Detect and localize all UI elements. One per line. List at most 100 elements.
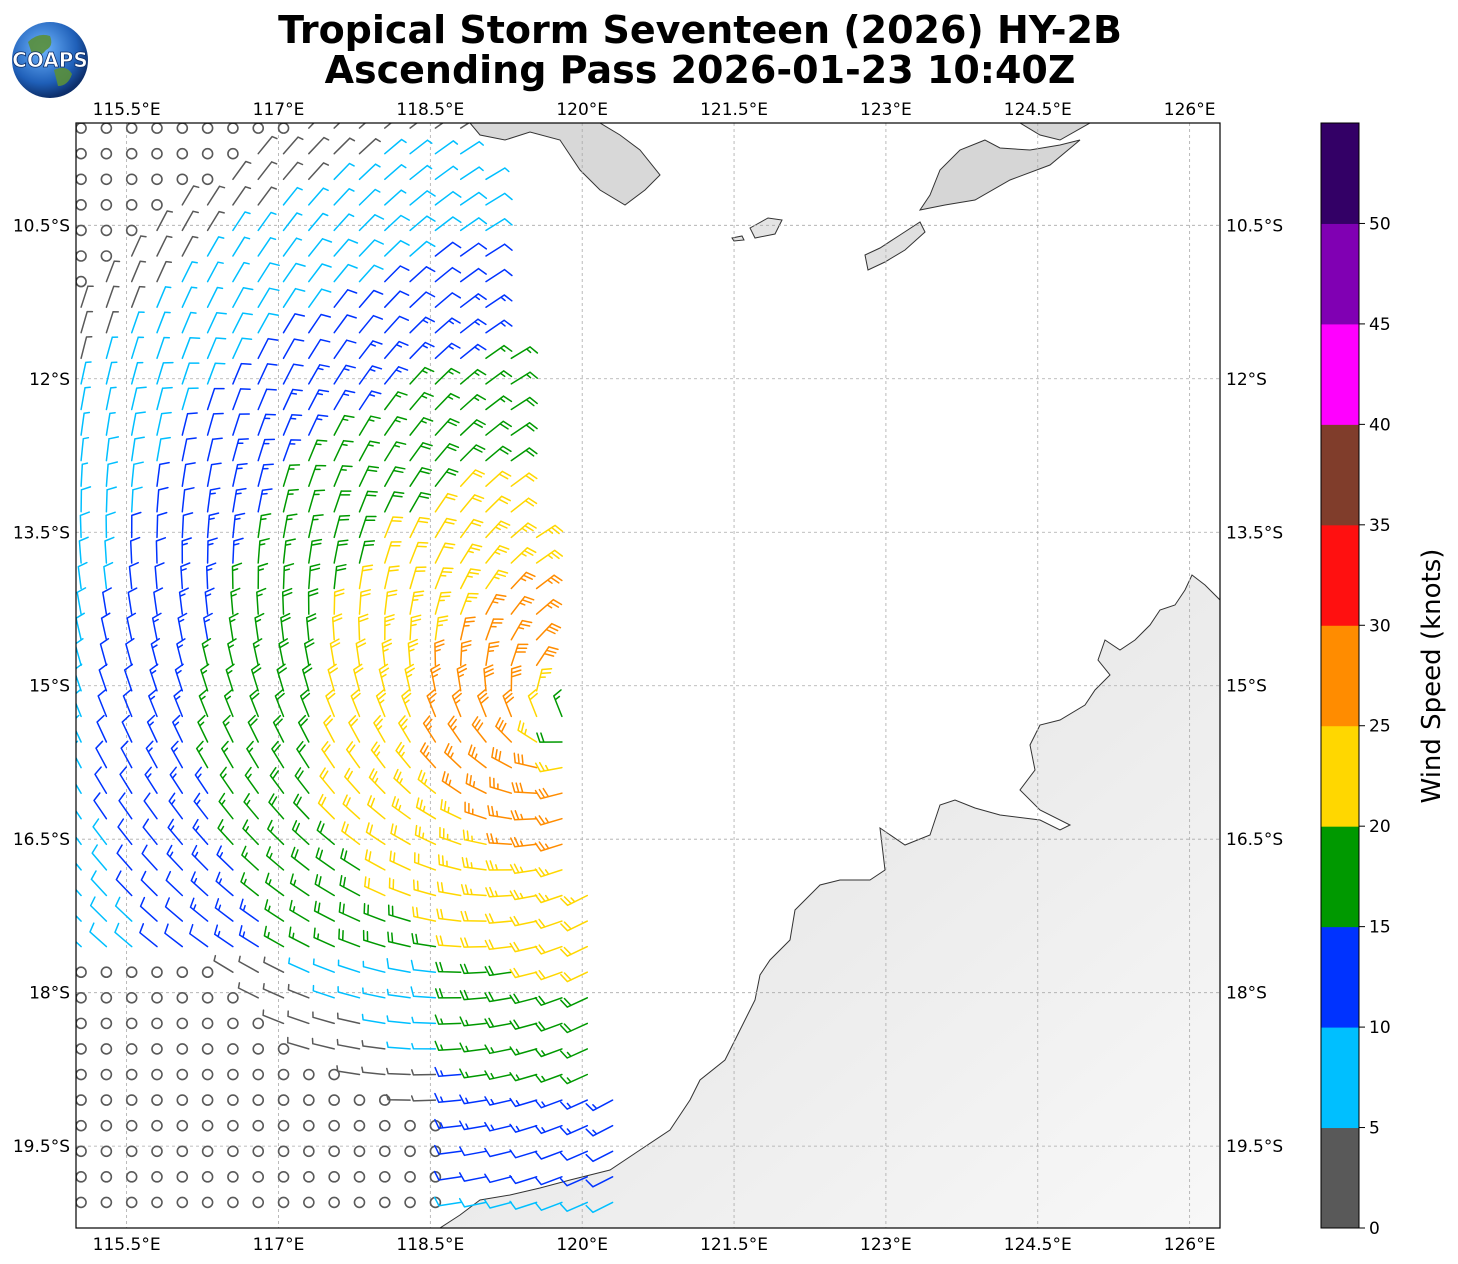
wind-barb [585,1176,614,1188]
wind-barb [333,137,356,155]
wind-barb [333,414,355,436]
wind-barb [76,766,82,794]
wind-barb [491,747,513,769]
wind-barb [130,411,146,436]
wind-barb [240,872,259,897]
lat-tick-label-right: 19.5°S [1226,1137,1283,1157]
calm-wind-marker [252,1068,265,1081]
wind-barb [257,211,277,232]
wind-barb [315,847,335,871]
wind-barb [105,361,118,385]
wind-barb [105,486,117,513]
calm-wind-marker [201,1017,214,1030]
wind-barb [459,1068,487,1079]
coaps-logo: COAPS [12,22,88,98]
wind-barb [257,388,277,411]
calm-wind-marker [125,147,138,160]
wind-barb [232,312,253,334]
wind-barb [485,569,509,590]
wind-barb [156,361,174,385]
wind-barb [358,163,381,181]
wind-barb [461,856,487,871]
wind-barb [384,589,398,615]
wind-barb [78,536,89,564]
calm-wind-marker [227,1068,239,1081]
colorbar-tick-label: 20 [1369,817,1391,837]
wind-barb [434,639,445,667]
wind-barb [485,495,511,513]
calm-wind-marker [176,1171,189,1183]
wind-barb [384,614,395,641]
calm-wind-marker [252,1145,265,1158]
wind-barb [358,188,381,206]
wind-barb [98,663,108,692]
wind-barb [471,716,487,743]
wind-barb [90,870,108,897]
wind-barb [362,987,386,999]
wind-barb [486,832,513,846]
wind-barb [337,986,361,999]
lon-tick-label-top: 120°E [556,100,608,120]
wind-barb [386,1015,411,1025]
wind-barb [358,314,384,334]
calm-wind-marker [227,1145,239,1158]
lat-tick-label-right: 16.5°S [1226,830,1283,850]
colorbar-tick-label: 10 [1369,1018,1391,1038]
wind-barb [76,862,82,871]
calm-wind-marker [201,173,214,186]
wind-barb [409,614,422,641]
wind-barb [282,161,304,181]
calm-wind-marker [125,991,138,1004]
wind-barb [263,925,285,948]
wind-barb [410,1095,437,1102]
wind-barb [206,412,224,436]
wind-barb [206,362,226,385]
wind-barb [333,339,357,360]
calm-wind-marker [176,1196,189,1209]
wind-barb [395,741,411,769]
wind-barb [485,268,513,283]
wind-barb [459,616,476,641]
calm-wind-marker [100,224,113,237]
calm-wind-marker [404,1145,416,1158]
wind-barb [464,801,487,820]
wind-barb [426,689,437,718]
wind-barb [333,213,355,232]
wind-barb [534,815,563,826]
wind-barb [510,422,538,436]
wind-barb [126,612,137,641]
wind-barb [265,846,285,871]
calm-wind-marker [125,199,138,211]
wind-barb [166,844,184,871]
wind-barb [510,346,539,360]
wind-barb [305,613,317,641]
calm-wind-marker [151,1043,163,1055]
wind-barb [340,848,361,871]
wind-barb [168,792,184,820]
wind-barb [441,771,462,794]
wind-barb [434,1144,462,1155]
calm-wind-marker [125,1043,138,1055]
wind-barb [560,1022,589,1034]
wind-barb [585,1150,614,1163]
wind-barb [294,767,310,794]
wind-barb [127,587,138,615]
lon-tick-label-bottom: 121.5°E [700,1235,768,1255]
calm-wind-marker [100,250,113,262]
wind-barb [513,752,538,769]
calm-wind-marker [353,1119,366,1132]
wind-barb [559,1176,589,1187]
wind-barb [177,612,188,641]
wind-barb [232,362,252,385]
wind-barb [559,1201,589,1212]
wind-barb [312,1011,335,1025]
wind-barb [238,925,259,948]
calm-wind-marker [100,1068,113,1081]
wind-barb [173,689,184,718]
wind-barb [308,123,315,129]
wind-barb [509,941,538,953]
wind-barb [384,416,408,436]
wind-barb [257,413,277,436]
lat-tick-label-left: 18°S [29,984,70,1004]
wind-barb [509,889,538,901]
